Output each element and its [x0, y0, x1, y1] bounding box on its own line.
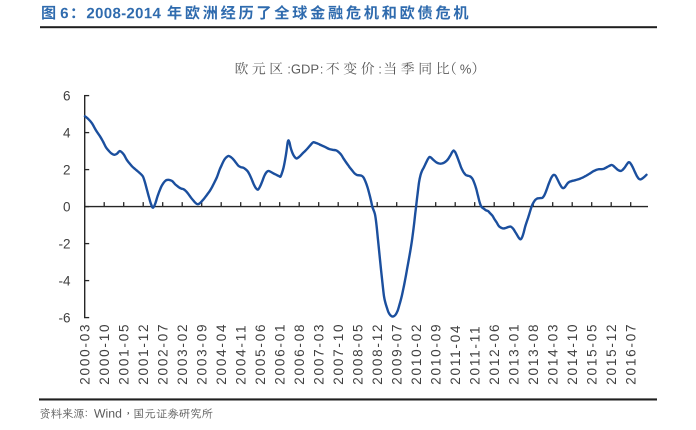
svg-text:2013-01: 2013-01 [506, 323, 521, 385]
svg-text:2010-09: 2010-09 [428, 323, 443, 385]
svg-text:-2: -2 [58, 237, 70, 252]
svg-text:2011-11: 2011-11 [467, 325, 482, 385]
svg-text:2008-05: 2008-05 [350, 323, 365, 385]
svg-text:2011-04: 2011-04 [448, 324, 463, 385]
svg-text:2000-10: 2000-10 [97, 323, 112, 385]
svg-text:2016-07: 2016-07 [623, 323, 638, 385]
svg-text:2006-01: 2006-01 [272, 323, 287, 385]
svg-text:4: 4 [63, 126, 71, 141]
svg-text:2015-12: 2015-12 [604, 323, 619, 385]
svg-text:2008-12: 2008-12 [370, 323, 385, 385]
svg-text:2001-05: 2001-05 [116, 323, 131, 385]
svg-text:-4: -4 [58, 274, 70, 289]
svg-text:2005-06: 2005-06 [253, 323, 268, 385]
svg-text:2014-03: 2014-03 [545, 323, 560, 385]
svg-text:2013-08: 2013-08 [526, 323, 541, 385]
svg-text:2004-11: 2004-11 [233, 324, 248, 385]
svg-text:2006-08: 2006-08 [292, 323, 307, 385]
svg-text:2007-03: 2007-03 [311, 323, 326, 385]
svg-text:2002-07: 2002-07 [155, 323, 170, 385]
svg-text:2009-07: 2009-07 [389, 323, 404, 385]
svg-text:2: 2 [63, 163, 71, 178]
svg-text:0: 0 [63, 200, 71, 215]
svg-text:2014-10: 2014-10 [565, 323, 580, 385]
svg-text:2003-02: 2003-02 [175, 323, 190, 385]
svg-text:-6: -6 [58, 311, 70, 326]
svg-text:2015-05: 2015-05 [584, 323, 599, 385]
svg-text:2001-12: 2001-12 [136, 323, 151, 385]
svg-text:2010-02: 2010-02 [409, 323, 424, 385]
svg-text:2004-04: 2004-04 [214, 323, 229, 385]
svg-text:6: 6 [63, 89, 71, 104]
svg-text:2000-03: 2000-03 [77, 323, 92, 385]
svg-text:2012-06: 2012-06 [487, 323, 502, 385]
svg-text:2003-09: 2003-09 [194, 323, 209, 385]
svg-text:2007-10: 2007-10 [331, 323, 346, 385]
